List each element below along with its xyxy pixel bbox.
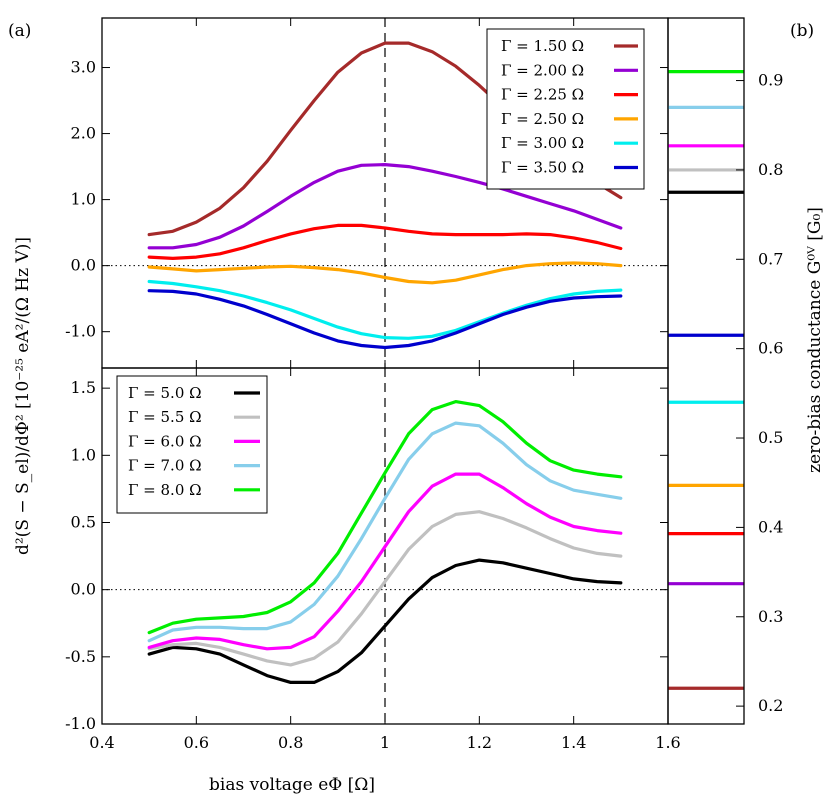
panel-label-b: (b) bbox=[790, 21, 814, 41]
y-tick-label: 1.0 bbox=[71, 445, 96, 464]
y2-tick-label: 0.4 bbox=[758, 517, 783, 536]
series-line-0-3 bbox=[147, 261, 623, 285]
legend-box bbox=[486, 28, 645, 190]
legend-entry-label: Γ = 8.0 Ω bbox=[128, 481, 202, 499]
panel-label-a: (a) bbox=[8, 21, 31, 41]
x-tick-label: 1.2 bbox=[467, 733, 492, 752]
y-tick-label: 0.5 bbox=[71, 512, 96, 531]
legend-entry-label: Γ = 1.50 Ω bbox=[501, 37, 584, 55]
x-tick-label: 0.4 bbox=[89, 733, 114, 752]
series-line-0-2 bbox=[147, 223, 623, 260]
y2-tick-label: 0.7 bbox=[758, 249, 783, 268]
series-line-1-2 bbox=[147, 472, 623, 651]
y2-tick-label: 0.8 bbox=[758, 160, 783, 179]
x-tick-label: 1 bbox=[380, 733, 390, 752]
legend-entry-label: Γ = 3.50 Ω bbox=[501, 159, 584, 177]
conductance-panel: 0.2 0.3 0.4 0.5 0.6 0.7 0.8 0.9 bbox=[667, 17, 783, 725]
series-line-1-4 bbox=[147, 400, 623, 635]
y2-tick-label: 0.5 bbox=[758, 428, 783, 447]
y2-tick-label: 0.9 bbox=[758, 71, 783, 90]
x-tick-label: 0.6 bbox=[184, 733, 209, 752]
y-tick-label: 0.0 bbox=[71, 580, 96, 599]
legend-entry-label: Γ = 2.50 Ω bbox=[501, 110, 584, 128]
x-tick-label: 1.4 bbox=[561, 733, 586, 752]
y-tick-label: 0.0 bbox=[71, 256, 96, 275]
x-tick-label: 0.8 bbox=[278, 733, 303, 752]
series-line-0-4 bbox=[147, 279, 623, 340]
legend-entry-label: Γ = 7.0 Ω bbox=[128, 457, 202, 475]
series-line-1-0 bbox=[147, 558, 623, 685]
series-line-1-1 bbox=[147, 510, 623, 667]
y-axis-label: d²(S − S_el)/dΦ² [10⁻²⁵ eA²/(Ω Hz V)] bbox=[13, 237, 33, 555]
legend-entry-label: Γ = 5.0 Ω bbox=[128, 384, 202, 402]
y2-tick-label: 0.2 bbox=[758, 696, 783, 715]
y-tick-label: 3.0 bbox=[71, 58, 96, 77]
conductance-frame bbox=[667, 17, 745, 725]
series-line-0-5 bbox=[147, 289, 623, 350]
y2-tick-label: 0.3 bbox=[758, 607, 783, 626]
y-tick-label: -0.5 bbox=[65, 647, 96, 666]
series-line-1-3 bbox=[147, 421, 623, 643]
legend-entry-label: Γ = 5.5 Ω bbox=[128, 408, 202, 426]
legend-entry-label: Γ = 2.25 Ω bbox=[501, 86, 584, 104]
legend-entry-label: Γ = 2.00 Ω bbox=[501, 61, 584, 79]
legend-entry-label: Γ = 6.0 Ω bbox=[128, 432, 202, 450]
x-axis-label: bias voltage eΦ [Ω] bbox=[209, 775, 375, 795]
top-panel: -1.0 0.0 1.0 2.0 3.0 Γ = 1.50 Ω Γ = 2.00 Ω Γ = … bbox=[65, 17, 669, 369]
bottom-panel: -1.0 -0.5 0.0 0.5 1.0 1.5 0.4 0.6 0.8 1 1.2 1.4 1.6 Γ… bbox=[65, 367, 681, 752]
legend-entry-label: Γ = 3.00 Ω bbox=[501, 134, 584, 152]
y2-axis-label: zero-bias conductance G⁰ⱽ [G₀] bbox=[805, 207, 825, 473]
y-tick-label: 2.0 bbox=[71, 124, 96, 143]
y2-tick-label: 0.6 bbox=[758, 339, 783, 358]
y-tick-label: -1.0 bbox=[65, 714, 96, 733]
y-tick-label: -1.0 bbox=[65, 322, 96, 341]
series-line-0-1 bbox=[147, 163, 623, 250]
x-tick-label: 1.6 bbox=[655, 733, 680, 752]
y-tick-label: 1.5 bbox=[71, 378, 96, 397]
y-tick-label: 1.0 bbox=[71, 190, 96, 209]
